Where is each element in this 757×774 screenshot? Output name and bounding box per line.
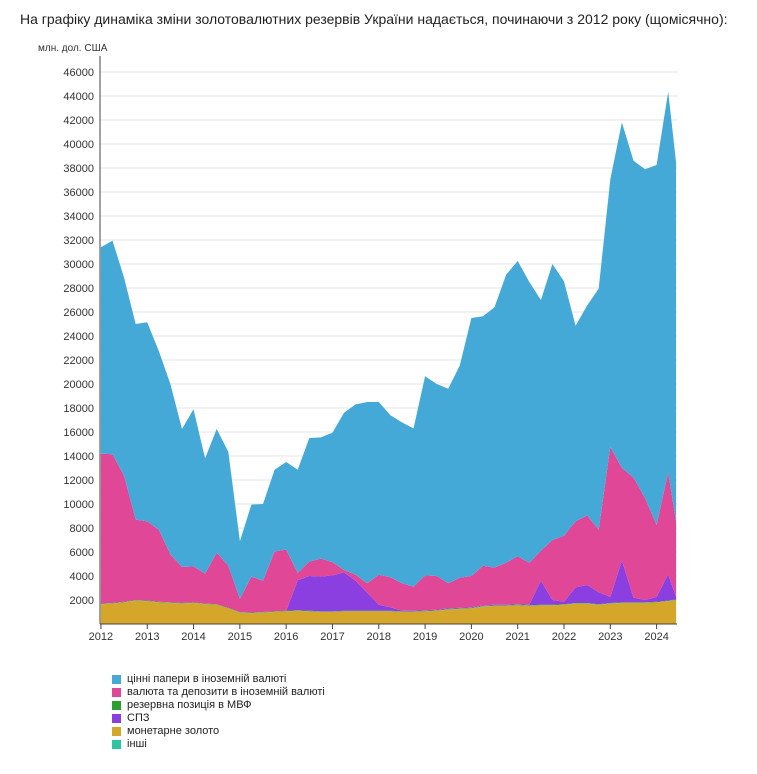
y-tick-label: 22000 [63, 355, 94, 367]
area-series-5 [100, 91, 677, 599]
legend-label: резервна позиція в МВФ [127, 699, 252, 711]
legend-label: монетарне золото [127, 725, 220, 737]
y-tick-label: 28000 [63, 283, 94, 295]
legend-swatch [112, 727, 121, 736]
y-tick-label: 12000 [63, 475, 94, 487]
x-tick-label: 2022 [552, 631, 576, 643]
y-axis-label: млн. дол. США [38, 43, 108, 54]
area-series-3 [100, 560, 677, 613]
y-tick-label: 4000 [70, 571, 94, 583]
y-tick-label: 42000 [63, 115, 94, 127]
y-tick-label: 46000 [63, 67, 94, 79]
legend: цінні папери в іноземній валюті валюта та… [112, 673, 325, 751]
legend-label: цінні папери в іноземній валюті [127, 673, 287, 685]
x-tick-label: 2013 [135, 631, 159, 643]
x-tick-label: 2012 [89, 631, 113, 643]
legend-item: валюта та депозити в іноземній валюті [112, 686, 325, 699]
legend-item: інші [112, 738, 325, 751]
chart-title: На графіку динаміка зміни золотовалютних… [20, 11, 728, 27]
legend-label: інші [127, 738, 147, 750]
x-tick-label: 2024 [644, 631, 668, 643]
area-series-0 [100, 600, 677, 624]
legend-item: цінні папери в іноземній валюті [112, 673, 325, 686]
legend-swatch [112, 688, 121, 697]
x-tick-label: 2020 [459, 631, 483, 643]
legend-item: монетарне золото [112, 725, 325, 738]
x-tick-label: 2018 [367, 631, 391, 643]
legend-swatch [112, 701, 121, 710]
x-tick-label: 2016 [274, 631, 298, 643]
y-tick-label: 14000 [63, 451, 94, 463]
y-tick-label: 10000 [63, 499, 94, 511]
y-tick-label: 30000 [63, 259, 94, 271]
legend-swatch [112, 740, 121, 749]
y-tick-label: 32000 [63, 235, 94, 247]
area-series-4 [100, 447, 677, 613]
legend-item: резервна позиція в МВФ [112, 699, 325, 712]
y-tick-label: 38000 [63, 163, 94, 175]
y-tick-label: 34000 [63, 211, 94, 223]
x-tick-label: 2015 [228, 631, 252, 643]
legend-swatch [112, 714, 121, 723]
legend-label: валюта та депозити в іноземній валюті [127, 686, 325, 698]
series-areas [100, 91, 677, 624]
x-tick-label: 2019 [413, 631, 437, 643]
legend-item: СПЗ [112, 712, 325, 725]
y-tick-label: 8000 [70, 523, 94, 535]
x-tick-label: 2023 [598, 631, 622, 643]
x-tick-label: 2014 [181, 631, 205, 643]
y-tick-label: 44000 [63, 91, 94, 103]
y-tick-label: 18000 [63, 403, 94, 415]
legend-swatch [112, 675, 121, 684]
y-tick-label: 26000 [63, 307, 94, 319]
x-tick-label: 2021 [505, 631, 529, 643]
y-tick-label: 16000 [63, 427, 94, 439]
y-tick-label: 40000 [63, 139, 94, 151]
legend-label: СПЗ [127, 712, 150, 724]
x-tick-label: 2017 [320, 631, 344, 643]
y-tick-label: 20000 [63, 379, 94, 391]
y-tick-label: 6000 [70, 547, 94, 559]
y-tick-label: 36000 [63, 187, 94, 199]
y-tick-label: 2000 [70, 595, 94, 607]
axes: 2000 4000 6000 8000 10000 12000 14000 16000 1800… [63, 56, 677, 643]
y-tick-label: 24000 [63, 331, 94, 343]
